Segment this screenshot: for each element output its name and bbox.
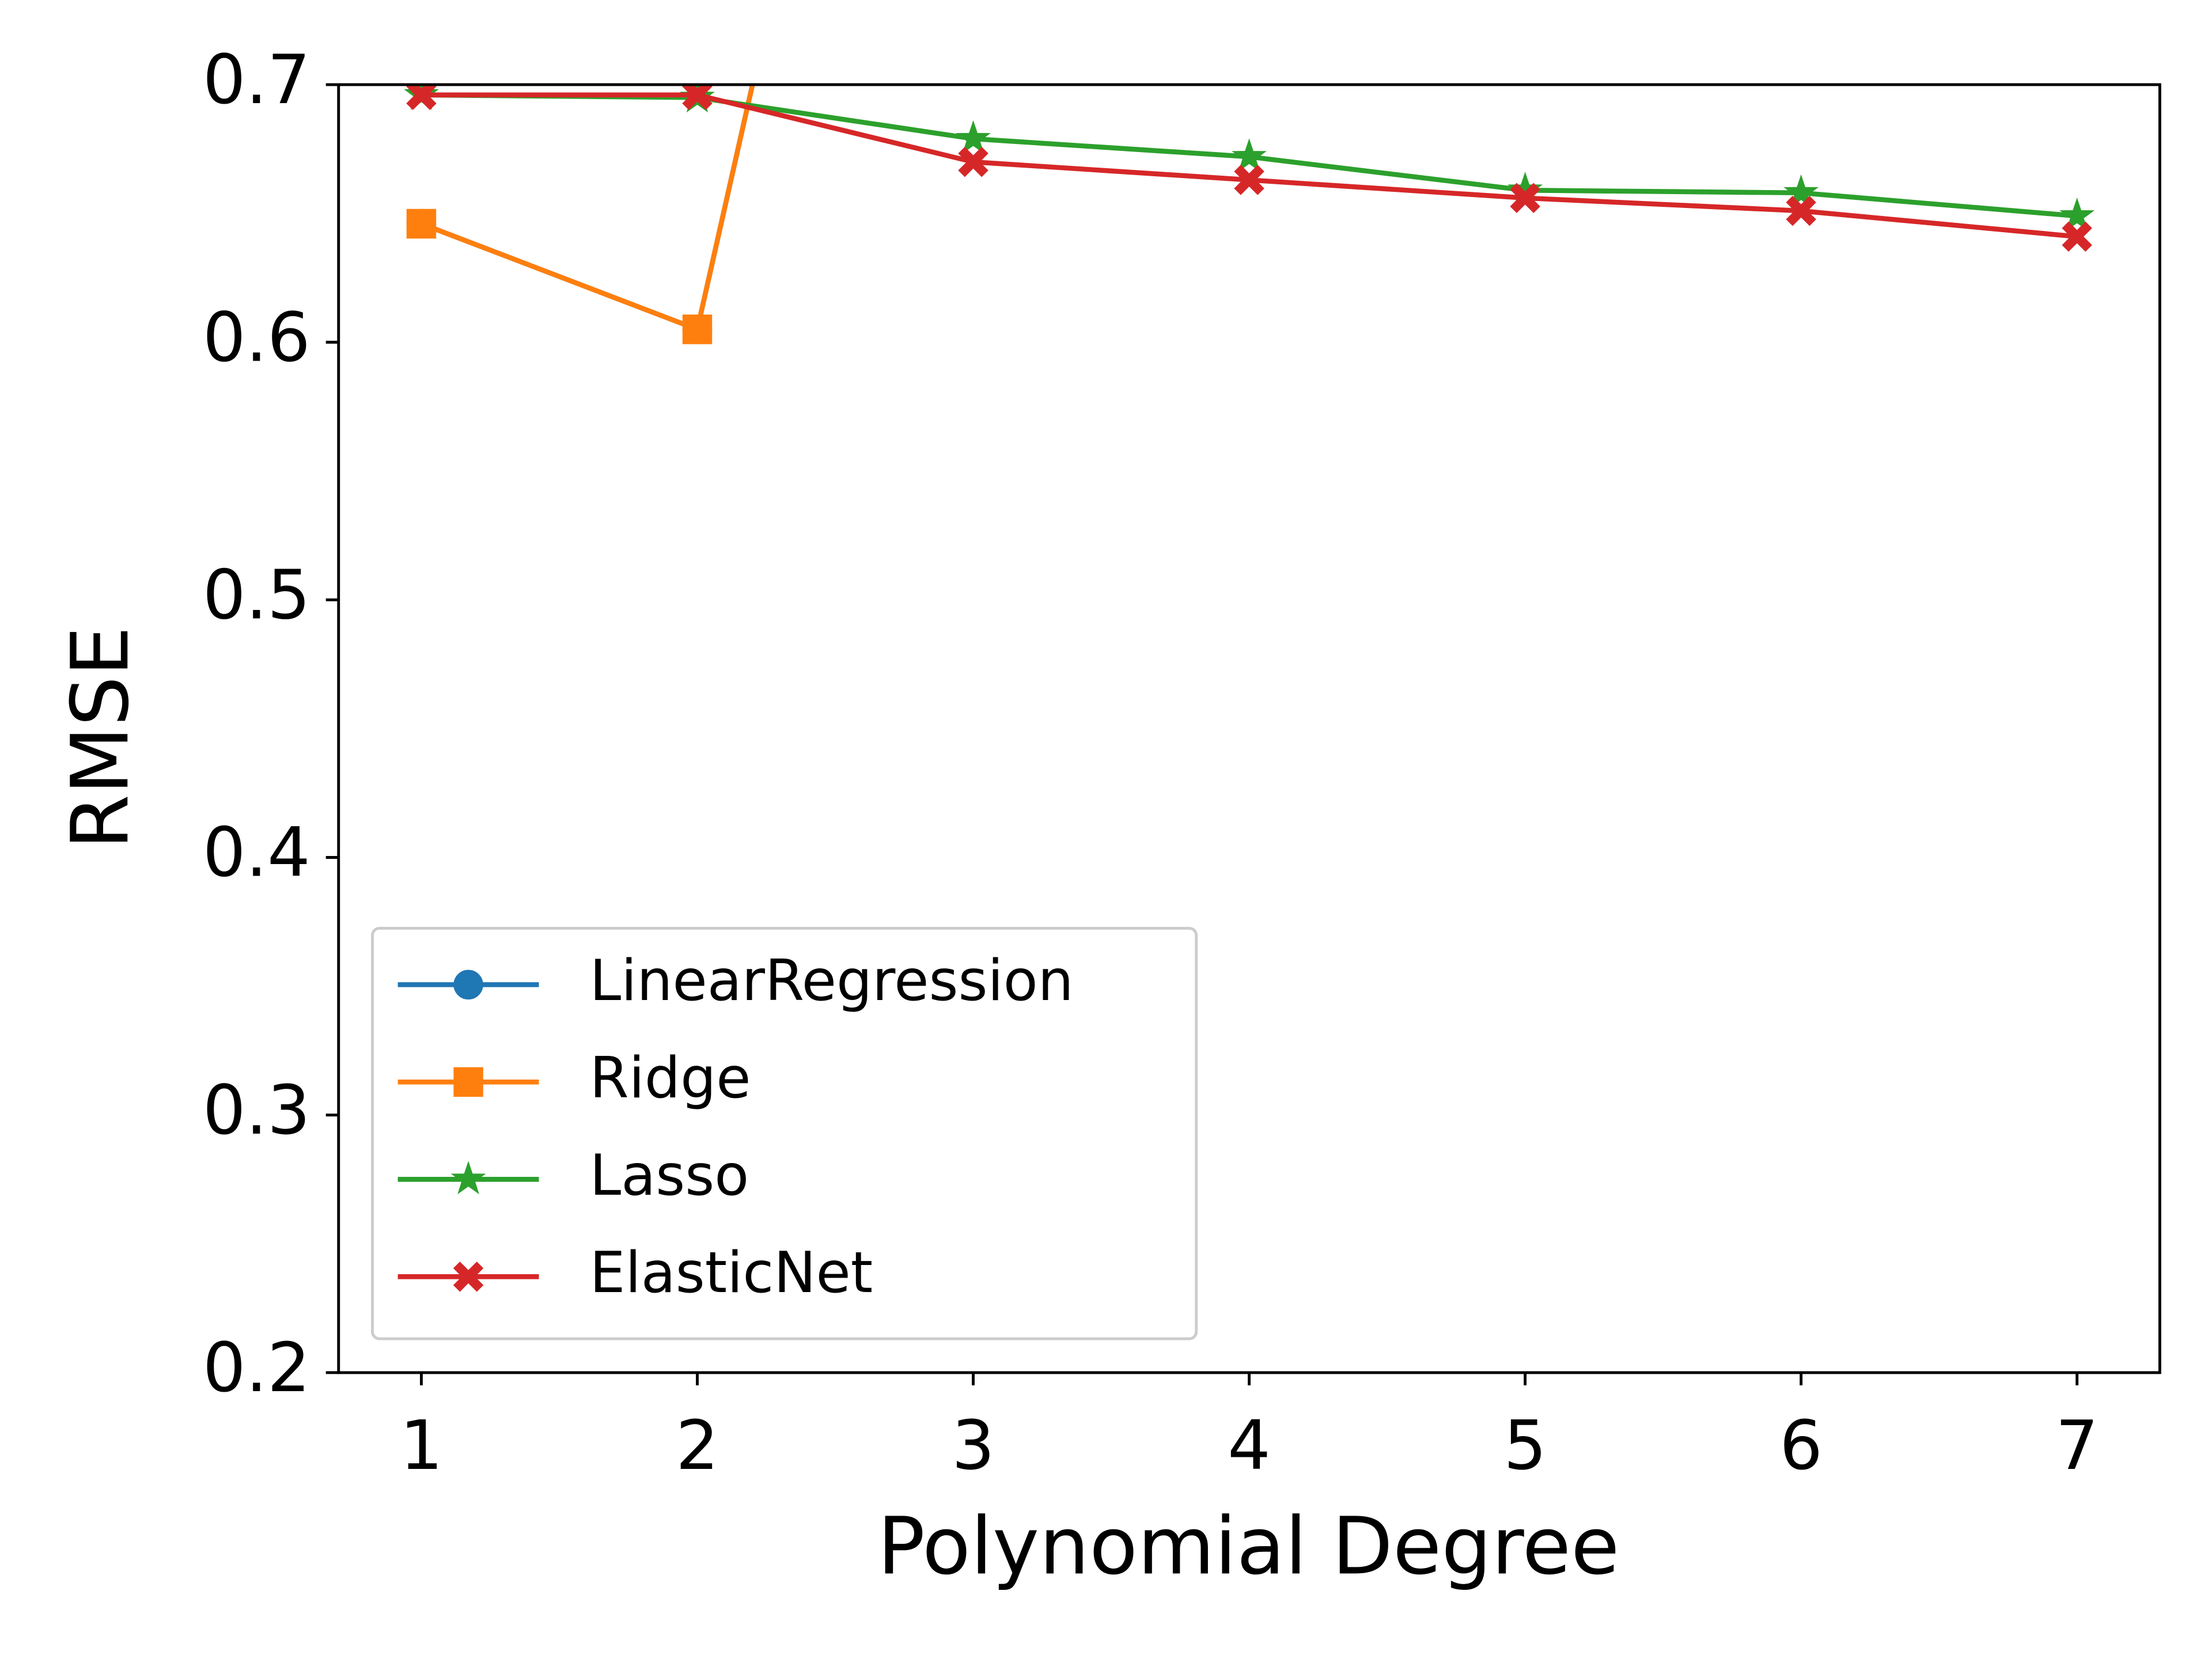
marker bbox=[2059, 198, 2095, 231]
y-tick-label: 0.6 bbox=[203, 298, 310, 377]
y-tick-label: 0.2 bbox=[203, 1328, 310, 1407]
y-axis-label: RMSE bbox=[55, 626, 146, 849]
marker bbox=[2062, 221, 2092, 252]
marker bbox=[1783, 174, 1819, 208]
marker bbox=[453, 969, 483, 1000]
x-axis-label: Polynomial Degree bbox=[877, 1501, 1619, 1592]
y-tick-label: 0.5 bbox=[203, 556, 310, 635]
legend-label: Lasso bbox=[590, 1143, 749, 1209]
marker bbox=[682, 315, 713, 344]
marker bbox=[956, 120, 991, 154]
plot-area bbox=[404, 84, 2095, 344]
marker bbox=[682, 84, 713, 111]
y-tick-label: 0.3 bbox=[203, 1071, 310, 1150]
legend-label: ElasticNet bbox=[590, 1240, 873, 1306]
marker bbox=[1234, 165, 1264, 195]
series-line bbox=[420, 84, 755, 333]
marker bbox=[1232, 138, 1267, 172]
marker bbox=[453, 1262, 484, 1292]
legend-label: Ridge bbox=[590, 1046, 751, 1111]
marker bbox=[406, 209, 437, 239]
marker bbox=[958, 146, 988, 177]
series-line bbox=[420, 84, 755, 333]
marker bbox=[1786, 195, 1816, 226]
marker bbox=[1510, 183, 1540, 213]
y-tick-label: 0.7 bbox=[203, 40, 310, 119]
marker bbox=[450, 1161, 486, 1195]
plot-frame bbox=[337, 83, 2161, 1374]
marker bbox=[406, 84, 437, 111]
legend-box bbox=[371, 926, 1198, 1340]
x-tick-label: 6 bbox=[1779, 1406, 1823, 1485]
marker bbox=[453, 1067, 483, 1097]
y-tick-label: 0.4 bbox=[203, 813, 310, 892]
x-tick-label: 7 bbox=[2055, 1406, 2099, 1485]
series-line bbox=[421, 92, 2078, 240]
x-tick-label: 1 bbox=[400, 1406, 443, 1485]
x-tick-label: 2 bbox=[676, 1406, 719, 1485]
x-tick-label: 4 bbox=[1228, 1406, 1271, 1485]
x-tick-label: 5 bbox=[1503, 1406, 1547, 1485]
legend-label: LinearRegression bbox=[590, 948, 1074, 1014]
x-tick-label: 3 bbox=[952, 1406, 995, 1485]
